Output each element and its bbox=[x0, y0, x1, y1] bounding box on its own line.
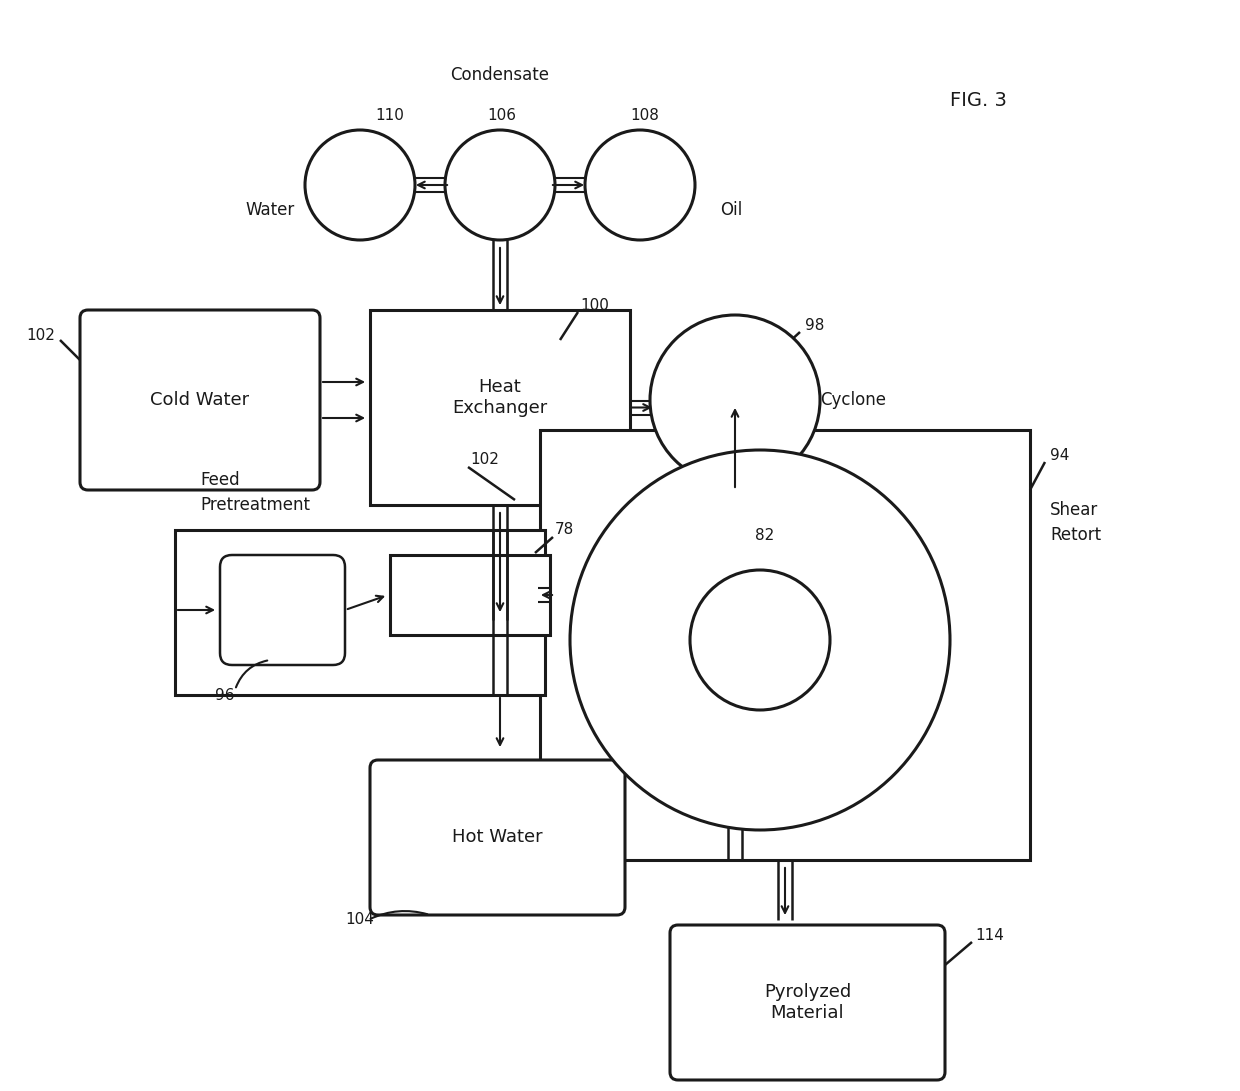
Text: Condensate: Condensate bbox=[450, 65, 549, 84]
Text: 110: 110 bbox=[374, 108, 404, 122]
Circle shape bbox=[305, 130, 415, 240]
Bar bbox=[175, 530, 546, 695]
Text: 104: 104 bbox=[345, 912, 374, 927]
Bar bbox=[391, 555, 551, 635]
FancyBboxPatch shape bbox=[219, 555, 345, 666]
Text: Cold Water: Cold Water bbox=[150, 391, 249, 409]
Bar bbox=[370, 310, 630, 505]
Circle shape bbox=[689, 570, 830, 710]
Text: Heat
Exchanger: Heat Exchanger bbox=[453, 379, 548, 417]
Text: Cyclone: Cyclone bbox=[820, 391, 887, 409]
FancyBboxPatch shape bbox=[81, 310, 320, 490]
Text: 94: 94 bbox=[1050, 447, 1069, 463]
FancyBboxPatch shape bbox=[370, 760, 625, 915]
Text: 106: 106 bbox=[487, 108, 516, 122]
Text: Shear: Shear bbox=[1050, 501, 1099, 519]
Circle shape bbox=[650, 315, 820, 485]
Circle shape bbox=[570, 449, 950, 830]
Text: 102: 102 bbox=[470, 453, 498, 468]
Text: 108: 108 bbox=[630, 108, 658, 122]
FancyBboxPatch shape bbox=[670, 925, 945, 1080]
Bar bbox=[539, 430, 1030, 860]
Text: 82: 82 bbox=[755, 528, 774, 542]
Text: Retort: Retort bbox=[1050, 526, 1101, 544]
Text: 114: 114 bbox=[975, 927, 1004, 943]
Text: Pyrolyzed
Material: Pyrolyzed Material bbox=[764, 983, 851, 1022]
Text: Hot Water: Hot Water bbox=[453, 828, 543, 847]
Circle shape bbox=[585, 130, 694, 240]
Text: Water: Water bbox=[246, 201, 295, 219]
Text: 96: 96 bbox=[215, 687, 234, 703]
Text: Pretreatment: Pretreatment bbox=[200, 496, 310, 514]
Text: 98: 98 bbox=[805, 317, 825, 333]
Text: Feed: Feed bbox=[200, 471, 239, 489]
Text: Oil: Oil bbox=[720, 201, 743, 219]
Text: 102: 102 bbox=[26, 327, 55, 343]
Circle shape bbox=[445, 130, 556, 240]
Text: 100: 100 bbox=[580, 298, 609, 312]
Text: FIG. 3: FIG. 3 bbox=[950, 91, 1007, 109]
Text: 78: 78 bbox=[556, 523, 574, 538]
